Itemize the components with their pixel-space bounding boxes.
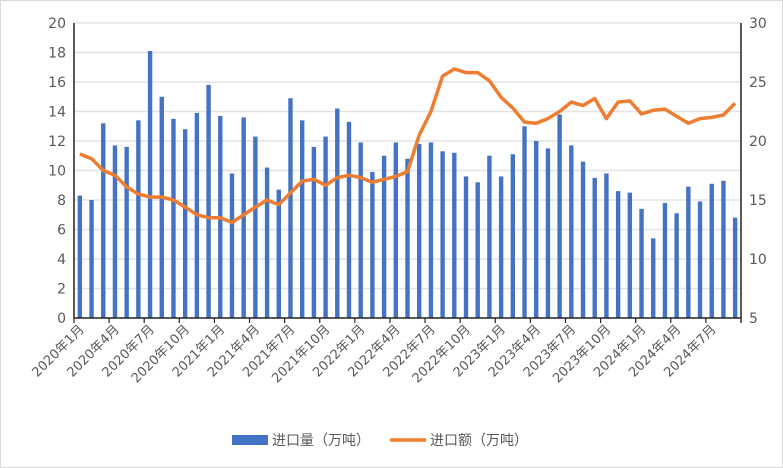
y-left-tick-label: 14 xyxy=(48,105,66,121)
bar xyxy=(136,120,141,318)
legend-label-line: 进口额（万吨） xyxy=(430,433,528,449)
bar xyxy=(229,173,235,318)
bar xyxy=(241,117,246,319)
bar xyxy=(604,173,609,318)
bar xyxy=(545,148,551,318)
bar xyxy=(534,141,539,318)
bar xyxy=(463,176,469,318)
bar xyxy=(522,126,527,318)
bar xyxy=(276,189,281,318)
bar xyxy=(639,208,644,318)
y-right-tick-label: 30 xyxy=(749,16,767,32)
bar xyxy=(101,123,106,318)
bar xyxy=(346,121,352,318)
bar xyxy=(674,213,679,318)
bar xyxy=(77,195,83,318)
bar xyxy=(510,154,516,318)
y-left-tick-label: 8 xyxy=(57,193,66,209)
y-left-tick-label: 0 xyxy=(57,311,66,327)
bar xyxy=(732,217,738,318)
legend: 进口量（万吨） 进口额（万吨） xyxy=(232,433,528,449)
bar xyxy=(89,200,94,318)
y-left-tick-label: 4 xyxy=(57,252,66,268)
bar xyxy=(405,158,410,318)
bar xyxy=(323,136,328,318)
y-right-tick-label: 20 xyxy=(749,134,767,150)
y-left-tick-label: 12 xyxy=(48,134,66,150)
bar xyxy=(147,51,153,319)
y-right-tick-label: 25 xyxy=(749,75,767,91)
bar-series xyxy=(77,51,738,319)
bar xyxy=(709,183,714,318)
bar xyxy=(697,201,703,318)
y-left-tick-label: 16 xyxy=(48,75,66,91)
bar xyxy=(264,167,270,318)
y-left-tick-label: 10 xyxy=(48,164,66,180)
y-left-tick-label: 2 xyxy=(57,282,66,298)
bar xyxy=(651,238,656,318)
bar xyxy=(498,176,504,318)
bar xyxy=(686,186,691,318)
bar xyxy=(182,129,188,318)
bar xyxy=(569,145,574,318)
bar xyxy=(112,145,118,318)
legend-label-bar: 进口量（万吨） xyxy=(272,433,370,449)
bar xyxy=(299,120,305,318)
bar xyxy=(206,84,211,318)
bar xyxy=(124,146,129,318)
bar xyxy=(440,151,445,318)
bar xyxy=(288,98,293,318)
bar xyxy=(428,142,434,318)
bar xyxy=(475,182,480,318)
bar xyxy=(580,161,586,318)
bar xyxy=(253,136,258,318)
y-left-tick-label: 6 xyxy=(57,223,66,239)
bar xyxy=(171,118,176,318)
y-right-tick-label: 10 xyxy=(749,252,767,268)
bar xyxy=(627,192,633,318)
bar xyxy=(452,152,457,318)
bar xyxy=(311,146,317,318)
bar xyxy=(557,114,562,318)
legend-swatch-bar xyxy=(232,435,268,445)
bar xyxy=(592,177,597,318)
bar xyxy=(417,143,422,318)
bar xyxy=(381,155,387,318)
bar xyxy=(370,171,375,318)
bar xyxy=(487,155,492,318)
y-right-tick-label: 5 xyxy=(749,311,758,327)
line-series xyxy=(79,67,737,225)
y-left-tick-label: 20 xyxy=(48,16,66,32)
bar xyxy=(615,191,621,318)
bar xyxy=(662,202,668,318)
bar xyxy=(721,180,726,318)
bar xyxy=(358,142,363,318)
bar xyxy=(393,142,398,318)
bar xyxy=(335,108,340,318)
y-right-tick-label: 15 xyxy=(749,193,767,209)
y-left-tick-label: 18 xyxy=(48,46,66,62)
bar xyxy=(159,96,164,318)
